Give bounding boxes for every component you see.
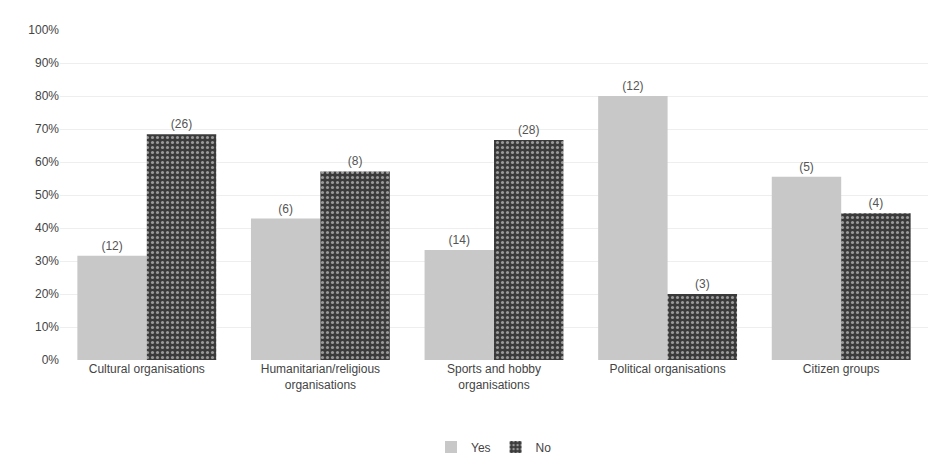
- svg-text:70%: 70%: [35, 122, 59, 136]
- svg-text:(14): (14): [449, 233, 470, 247]
- svg-text:40%: 40%: [35, 221, 59, 235]
- svg-text:100%: 100%: [28, 23, 59, 37]
- svg-text:(28): (28): [518, 123, 539, 137]
- svg-text:10%: 10%: [35, 320, 59, 334]
- svg-text:(6): (6): [278, 202, 293, 216]
- svg-text:90%: 90%: [35, 56, 59, 70]
- svg-text:0%: 0%: [42, 353, 60, 367]
- svg-text:(5): (5): [799, 160, 814, 174]
- svg-text:80%: 80%: [35, 89, 59, 103]
- svg-text:(8): (8): [348, 154, 363, 168]
- svg-text:60%: 60%: [35, 155, 59, 169]
- svg-text:(12): (12): [622, 79, 643, 93]
- svg-text:Cultural organisations: Cultural organisations: [89, 362, 205, 376]
- svg-text:Political organisations: Political organisations: [610, 362, 726, 376]
- svg-text:No: No: [536, 441, 552, 455]
- svg-text:Citizen groups: Citizen groups: [803, 362, 880, 376]
- svg-text:(4): (4): [869, 196, 884, 210]
- svg-text:30%: 30%: [35, 254, 59, 268]
- svg-text:(12): (12): [101, 239, 122, 253]
- svg-text:Humanitarian/religiousorganisa: Humanitarian/religiousorganisations: [261, 362, 380, 392]
- svg-text:50%: 50%: [35, 188, 59, 202]
- svg-text:(26): (26): [171, 117, 192, 131]
- svg-text:20%: 20%: [35, 287, 59, 301]
- svg-text:(3): (3): [695, 277, 710, 291]
- svg-text:Yes: Yes: [471, 441, 491, 455]
- svg-text:Sports and hobbyorganisations: Sports and hobbyorganisations: [447, 362, 541, 392]
